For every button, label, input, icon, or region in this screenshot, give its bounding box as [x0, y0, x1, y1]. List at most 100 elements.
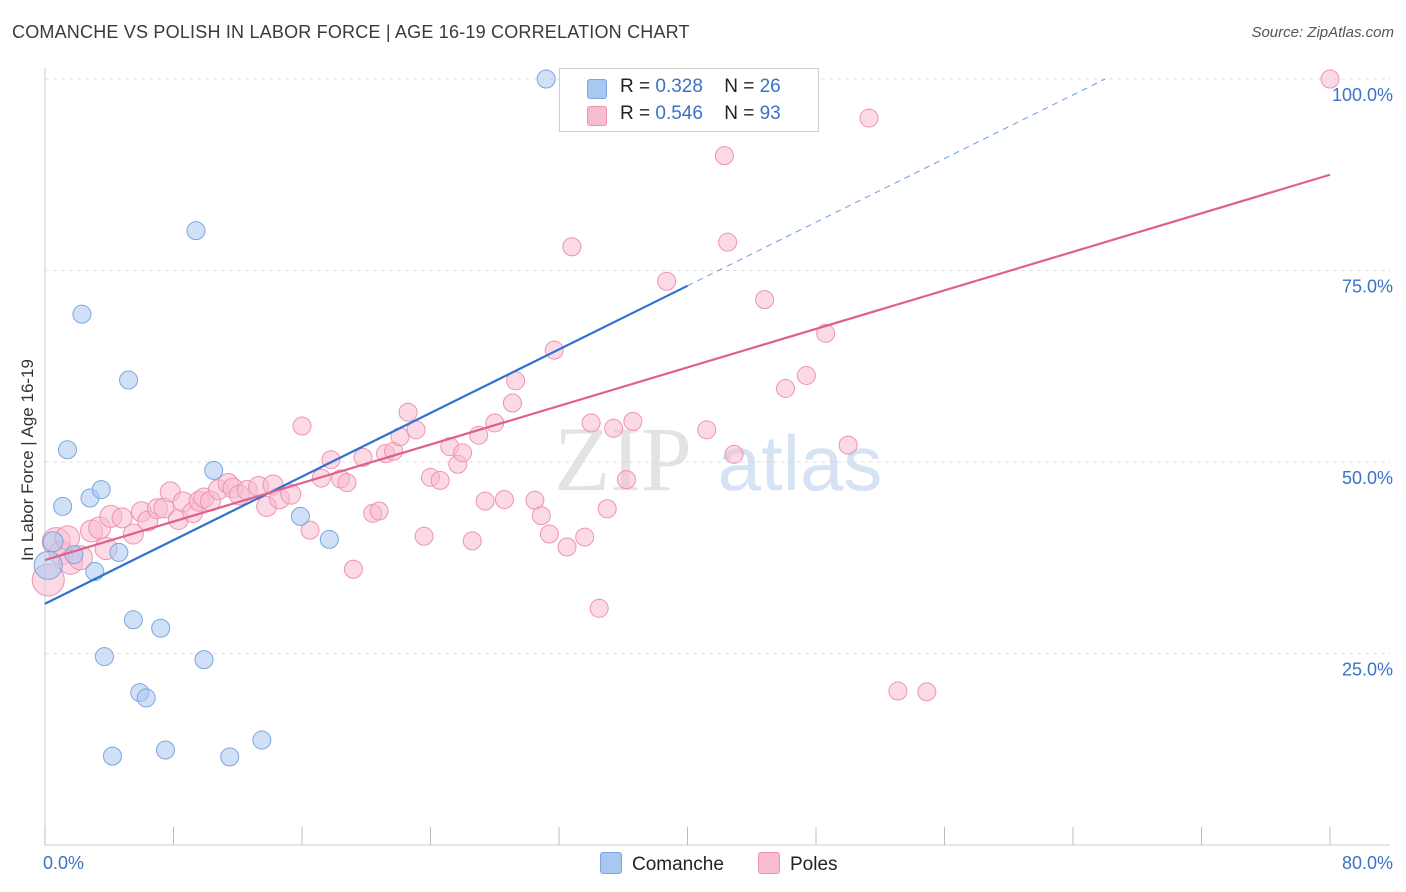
n-value-comanche: 26	[759, 76, 781, 97]
poles-point	[562, 237, 582, 257]
legend-item-comanche: Comanche	[600, 852, 724, 876]
comanche-legend-swatch	[600, 852, 622, 874]
comanche-point	[42, 531, 64, 553]
legend-item-poles: Poles	[758, 852, 838, 876]
poles-point	[581, 413, 601, 433]
poles-point	[531, 506, 551, 526]
poles-point	[657, 271, 677, 291]
r-label: R =	[620, 103, 651, 124]
poles-point	[597, 499, 617, 519]
poles-point	[1320, 69, 1340, 89]
comanche-point	[136, 688, 156, 708]
comanche-point	[109, 542, 129, 562]
comanche-point	[85, 562, 105, 582]
poles-point	[917, 682, 937, 702]
comanche-point	[252, 730, 272, 750]
poles-point	[775, 378, 795, 398]
comanche-point	[536, 69, 556, 89]
poles-point	[414, 526, 434, 546]
comanche-point	[290, 506, 310, 526]
comanche-swatch	[587, 79, 607, 99]
poles-point	[494, 490, 514, 510]
poles-point	[539, 524, 559, 544]
watermark-zip: ZIP	[554, 408, 692, 510]
poles-point	[453, 443, 473, 463]
poles-point	[859, 108, 879, 128]
n-label: N =	[724, 76, 755, 97]
r-value-comanche: 0.328	[655, 76, 703, 97]
comanche-point	[194, 650, 214, 670]
n-label: N =	[724, 103, 755, 124]
poles-swatch	[587, 106, 607, 126]
comanche-point	[204, 460, 224, 480]
x-tick-label: 0.0%	[43, 853, 84, 873]
y-tick-label: 50.0%	[1342, 468, 1393, 488]
poles-point	[755, 290, 775, 310]
comanche-point	[319, 529, 339, 549]
trend-lines	[44, 78, 1331, 605]
comanche-point	[155, 740, 175, 760]
poles-point	[337, 473, 357, 493]
r-label: R =	[620, 76, 651, 97]
poles-point	[888, 681, 908, 701]
comanche-point	[33, 550, 63, 580]
r-value-poles: 0.546	[655, 103, 703, 124]
axes	[44, 68, 1390, 846]
comanche-point	[186, 221, 206, 241]
comanche-legend-label: Comanche	[632, 854, 724, 875]
stats-legend: R = 0.328 N = 26 R = 0.546 N = 93	[559, 68, 819, 132]
poles-legend-swatch	[758, 852, 780, 874]
y-tick-label: 25.0%	[1342, 660, 1393, 680]
n-value-poles: 93	[759, 103, 781, 124]
comanche-point	[53, 496, 73, 516]
poles-legend-label: Poles	[790, 854, 838, 875]
poles-point	[816, 323, 836, 343]
poles-point	[838, 435, 858, 455]
comanche-point	[94, 647, 114, 667]
poles-point	[462, 531, 482, 551]
y-axis-label: In Labor Force | Age 16-19	[18, 359, 37, 561]
poles-point	[300, 520, 320, 540]
x-tick-label: 80.0%	[1342, 853, 1393, 873]
source-credit: Source: ZipAtlas.com	[1251, 24, 1394, 41]
poles-point	[557, 537, 577, 557]
poles-point	[292, 416, 312, 436]
chart-title: COMANCHE VS POLISH IN LABOR FORCE | AGE …	[12, 22, 690, 42]
legend-row-poles: R = 0.546 N = 93	[587, 103, 781, 126]
comanche-point	[102, 746, 122, 766]
comanche-point	[123, 610, 143, 630]
poles-point	[544, 340, 564, 360]
poles-point	[280, 483, 302, 505]
grid-lines	[45, 78, 1390, 654]
y-tick-label: 75.0%	[1342, 277, 1393, 297]
poles-point	[604, 418, 624, 438]
comanche-point	[57, 440, 77, 460]
poles-point	[502, 393, 522, 413]
comanche-point	[72, 304, 92, 324]
poles-point	[724, 444, 744, 464]
comanche-point	[220, 747, 240, 767]
comanche-point	[119, 370, 139, 390]
watermark: ZIP atlas	[554, 408, 882, 510]
poles-point	[623, 411, 643, 431]
poles-point	[353, 447, 373, 467]
poles-point	[616, 470, 636, 490]
poles-point	[111, 507, 133, 529]
y-tick-label: 100.0%	[1332, 85, 1393, 105]
comanche-trend-line	[44, 284, 688, 605]
legend-row-comanche: R = 0.328 N = 26	[587, 76, 781, 99]
poles-point	[475, 491, 495, 511]
poles-point	[575, 527, 595, 547]
poles-point	[718, 232, 738, 252]
poles-point	[589, 598, 609, 618]
comanche-point	[151, 618, 171, 638]
poles-point	[714, 146, 734, 166]
watermark-atlas: atlas	[718, 419, 883, 507]
poles-point	[796, 365, 816, 385]
poles-point	[430, 470, 450, 490]
poles-point	[697, 420, 717, 440]
poles-point	[343, 559, 363, 579]
poles-point	[369, 501, 389, 521]
comanche-trend-extension	[687, 78, 1106, 287]
